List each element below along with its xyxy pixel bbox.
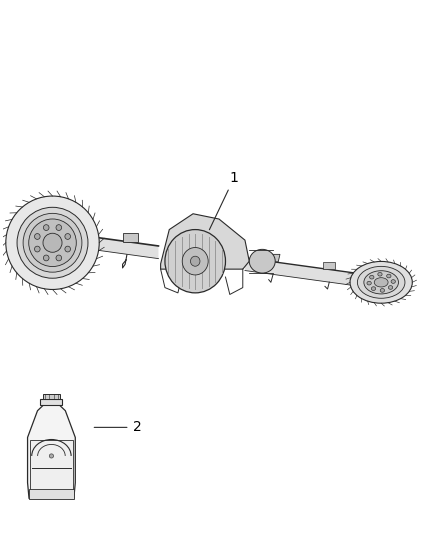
Ellipse shape	[43, 233, 62, 252]
Ellipse shape	[182, 247, 208, 275]
Ellipse shape	[357, 266, 405, 298]
Text: 1: 1	[209, 171, 239, 230]
Ellipse shape	[17, 207, 88, 278]
Polygon shape	[76, 235, 159, 259]
Ellipse shape	[43, 255, 49, 261]
Ellipse shape	[35, 233, 40, 239]
Polygon shape	[161, 214, 249, 269]
Ellipse shape	[374, 278, 388, 287]
Ellipse shape	[56, 255, 62, 261]
Ellipse shape	[378, 272, 382, 276]
Ellipse shape	[23, 213, 82, 272]
Ellipse shape	[56, 225, 62, 230]
Ellipse shape	[350, 262, 412, 303]
Ellipse shape	[43, 225, 49, 230]
Bar	[323, 262, 336, 270]
Ellipse shape	[387, 274, 391, 278]
Ellipse shape	[370, 276, 374, 279]
Ellipse shape	[6, 196, 99, 289]
Ellipse shape	[367, 281, 371, 285]
Bar	[123, 232, 138, 242]
Ellipse shape	[371, 287, 376, 290]
Text: 2: 2	[94, 421, 141, 434]
Ellipse shape	[165, 230, 226, 293]
Ellipse shape	[380, 288, 385, 292]
Ellipse shape	[249, 249, 275, 273]
Ellipse shape	[29, 219, 76, 266]
Ellipse shape	[65, 246, 71, 252]
Ellipse shape	[191, 256, 200, 266]
Ellipse shape	[391, 280, 396, 284]
Polygon shape	[28, 405, 75, 498]
Polygon shape	[245, 258, 357, 286]
Ellipse shape	[364, 271, 399, 294]
Ellipse shape	[35, 246, 40, 252]
Bar	[43, 394, 60, 399]
Ellipse shape	[49, 454, 53, 458]
Bar	[29, 440, 73, 491]
Ellipse shape	[389, 286, 393, 289]
Bar	[28, 489, 74, 499]
Ellipse shape	[65, 233, 71, 239]
Polygon shape	[266, 254, 280, 262]
FancyBboxPatch shape	[40, 399, 62, 405]
